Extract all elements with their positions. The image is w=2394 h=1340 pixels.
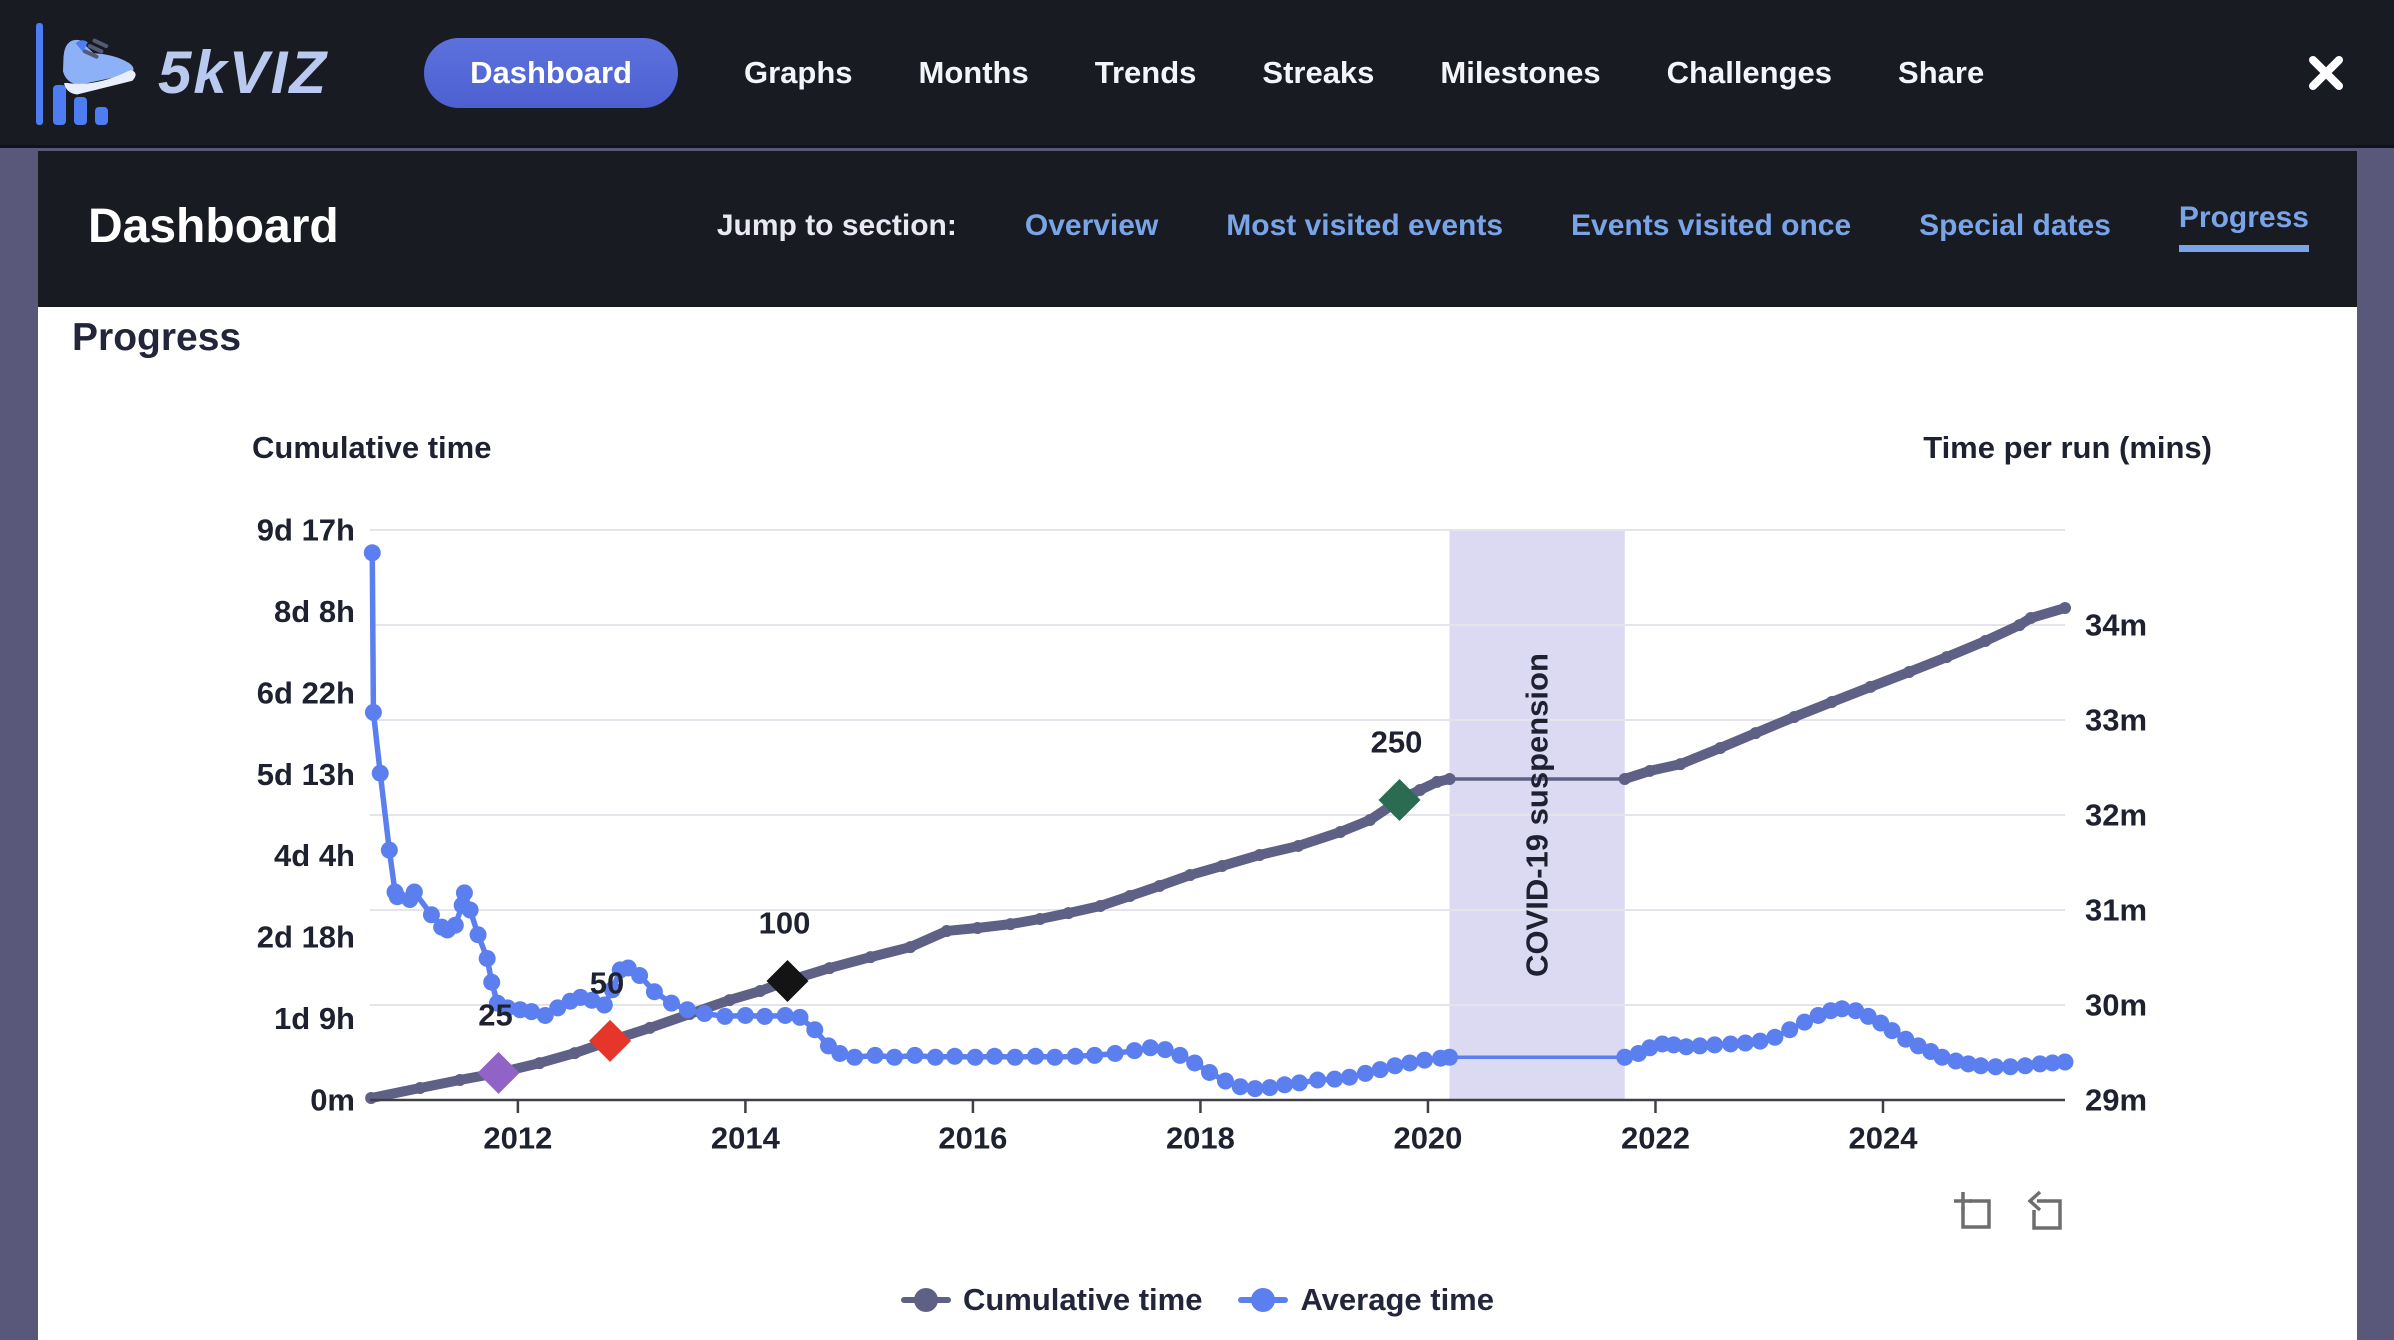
jump-label: Jump to section:: [716, 209, 957, 242]
page-title: Dashboard: [88, 199, 339, 253]
jump-link-progress[interactable]: Progress: [2178, 201, 2309, 252]
legend-marker-cumulative-time: [900, 1288, 951, 1312]
nav-item-trends[interactable]: Trends: [1094, 54, 1197, 90]
zoom-selection-button[interactable]: [1952, 1190, 1996, 1234]
chart-plot-area[interactable]: [370, 530, 2065, 1100]
jump-link-overview[interactable]: Overview: [1024, 209, 1159, 242]
jump-link-events-visited-once[interactable]: Events visited once: [1571, 209, 1852, 242]
reset-zoom-icon: [2027, 1190, 2062, 1230]
jump-link-special-dates[interactable]: Special dates: [1919, 209, 2111, 242]
nav-item-milestones[interactable]: Milestones: [1440, 54, 1601, 90]
nav-item-months[interactable]: Months: [918, 54, 1029, 90]
chart-legend: Cumulative time Average time: [38, 1282, 2357, 1318]
top-nav: 5kVIZ Dashboard Graphs Months Trends Streaks…: [0, 0, 2394, 148]
jump-link-most-visited-events[interactable]: Most visited events: [1226, 209, 1504, 242]
nav-item-streaks[interactable]: Streaks: [1262, 54, 1375, 90]
page-frame: Dashboard Jump to section: Overview Most …: [0, 148, 2394, 1340]
content-card: [38, 307, 2357, 1340]
nav-item-challenges[interactable]: Challenges: [1666, 54, 1833, 90]
legend-item-cumulative-time[interactable]: Cumulative time: [900, 1282, 1203, 1318]
section-title: Progress: [72, 316, 242, 359]
brand-name: 5kVIZ: [158, 39, 329, 106]
close-button[interactable]: [2306, 53, 2346, 93]
brand: 5kVIZ: [36, 15, 328, 131]
nav-item-graphs[interactable]: Graphs: [744, 54, 853, 90]
zoom-selection-icon: [1954, 1192, 1991, 1229]
logo-icon: [36, 22, 136, 125]
legend-label: Average time: [1300, 1282, 1494, 1317]
legend-label: Cumulative time: [962, 1282, 1203, 1317]
jump-to-section: Jump to section: Overview Most visited ev…: [717, 201, 2309, 252]
legend-marker-average-time: [1238, 1288, 1289, 1312]
close-icon: [2309, 55, 2343, 90]
reset-zoom-button[interactable]: [2022, 1190, 2066, 1234]
nav-item-share[interactable]: Share: [1898, 54, 1985, 90]
nav-menu: Dashboard Graphs Months Trends Streaks Milest…: [424, 37, 1985, 108]
legend-item-average-time[interactable]: Average time: [1238, 1282, 1494, 1318]
jump-links: Overview Most visited events Events visite…: [1025, 201, 2309, 252]
nav-item-dashboard[interactable]: Dashboard: [424, 37, 678, 108]
dashboard-header: Dashboard Jump to section: Overview Most …: [38, 151, 2357, 307]
chart-controls: [1952, 1190, 2066, 1234]
